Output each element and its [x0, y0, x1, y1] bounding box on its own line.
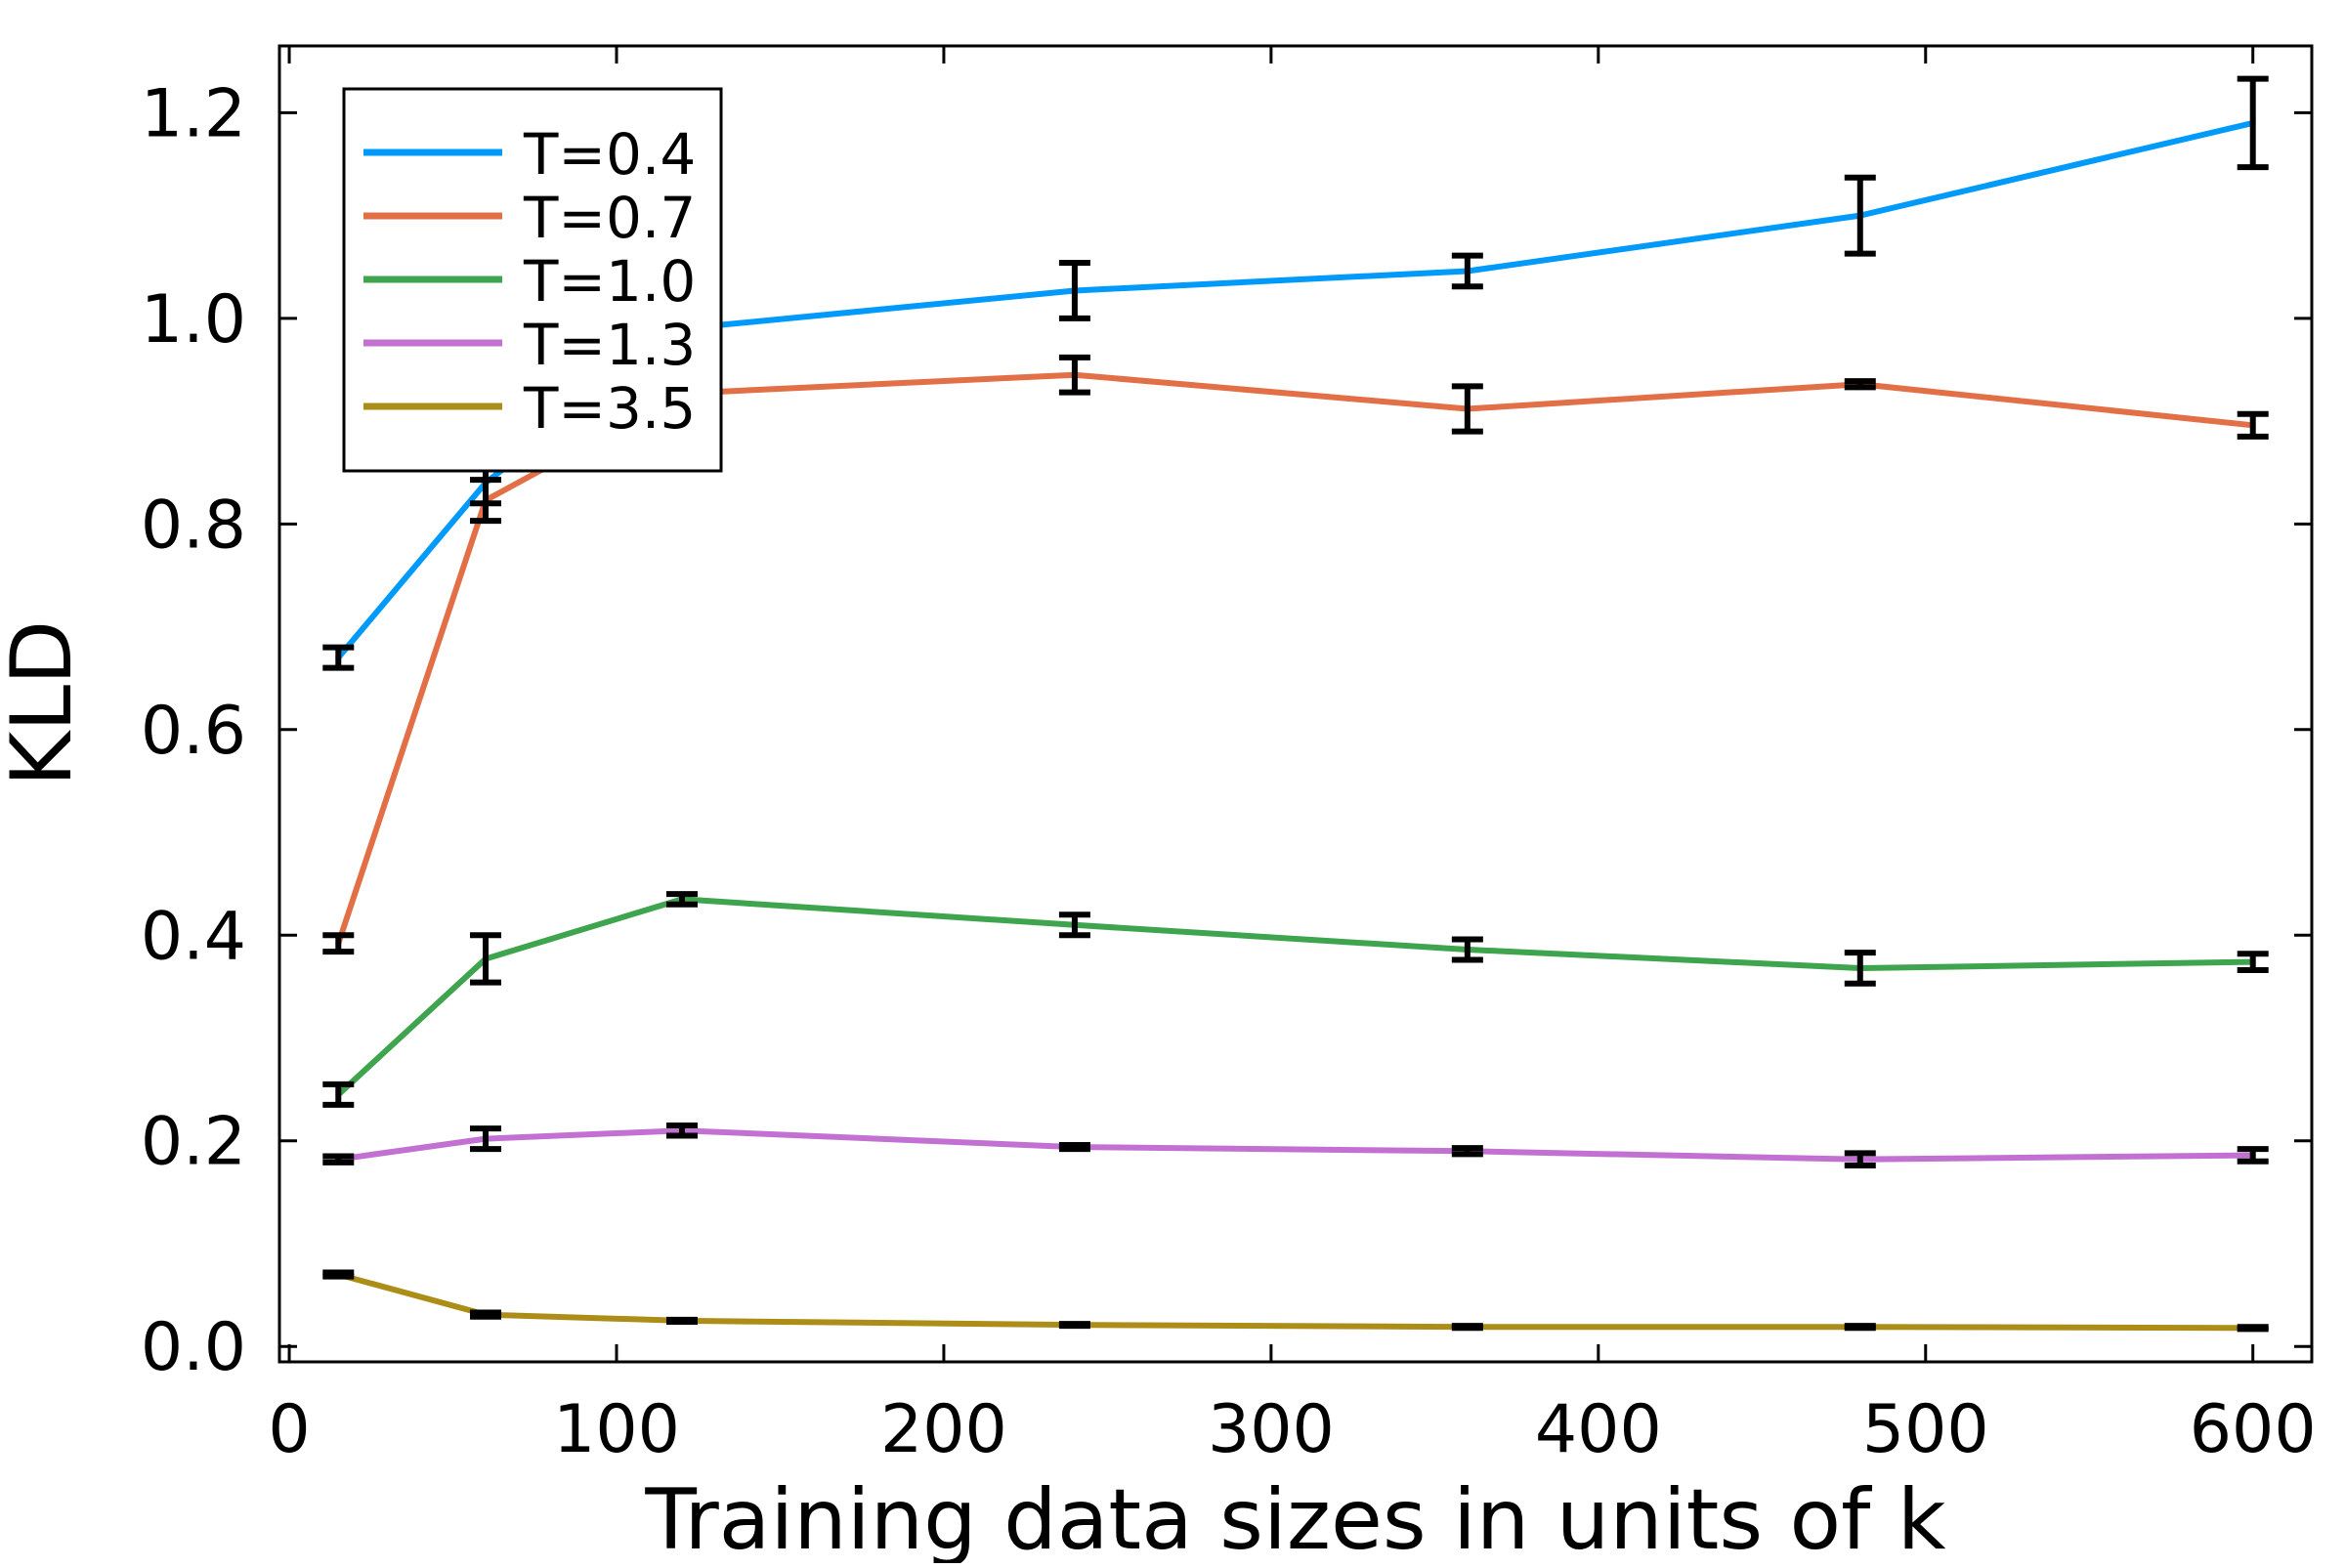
error-bar — [1451, 383, 1483, 435]
legend-label: T=0.4 — [523, 121, 696, 188]
error-bar — [1451, 252, 1483, 290]
error-bar — [1844, 1150, 1876, 1169]
y-tick-label: 0.2 — [141, 1104, 246, 1181]
legend-items: T=0.4T=0.7T=1.0T=1.3T=3.5 — [363, 121, 696, 442]
error-bar — [322, 644, 355, 671]
error-bar — [1844, 1323, 1876, 1332]
error-bar — [1058, 911, 1090, 939]
legend-label: T=3.5 — [523, 375, 696, 442]
error-bar — [665, 1122, 698, 1139]
x-tick-label: 400 — [1535, 1391, 1662, 1468]
x-tick-label: 300 — [1208, 1391, 1335, 1468]
error-bar — [322, 1153, 355, 1165]
x-tick-label: 500 — [1862, 1391, 1989, 1468]
x-tick-label: 600 — [2190, 1391, 2317, 1468]
legend-label: T=0.7 — [523, 185, 696, 251]
error-bar — [470, 1125, 502, 1153]
error-bar — [1844, 950, 1876, 987]
plot-frame — [277, 44, 2314, 1364]
error-bar — [322, 1081, 355, 1108]
legend-label: T=1.0 — [523, 248, 696, 315]
error-bar — [1058, 260, 1090, 321]
ticks-layer: 0 100 200 300 400 500 600 0.0 0.2 0.4 0.6 0.8 1.0 1.2 — [141, 46, 2317, 1468]
y-axis-label: KLD — [0, 620, 91, 787]
x-tick-label: 200 — [880, 1391, 1007, 1468]
legend-label: T=1.3 — [523, 312, 696, 378]
error-bar — [2237, 1324, 2269, 1333]
error-bar — [322, 1269, 355, 1280]
error-bar — [470, 932, 502, 986]
x-axis-label: Training data sizes in units of k — [644, 1471, 1945, 1563]
error-bar — [1844, 174, 1876, 257]
error-bar — [322, 932, 355, 955]
error-bar — [1451, 1145, 1483, 1158]
error-bar — [470, 1309, 502, 1320]
error-bar — [665, 1316, 698, 1325]
error-bar — [1451, 1323, 1483, 1332]
y-tick-label: 1.0 — [141, 281, 246, 359]
error-bar — [2237, 410, 2269, 440]
error-bar — [665, 891, 698, 908]
error-bar — [2237, 1146, 2269, 1165]
x-tick-label: 0 — [268, 1391, 310, 1468]
error-bar — [2237, 951, 2269, 974]
error-bar — [1451, 936, 1483, 963]
y-tick-label: 0.4 — [141, 898, 246, 975]
error-bar — [1058, 354, 1090, 396]
y-tick-label: 0.6 — [141, 693, 246, 770]
x-tick-label: 100 — [553, 1391, 680, 1468]
error-bar — [1844, 378, 1876, 391]
legend: T=0.4T=0.7T=1.0T=1.3T=3.5 — [342, 87, 723, 473]
error-bar — [1058, 1141, 1090, 1153]
error-bar — [470, 477, 502, 525]
error-bar — [1058, 1321, 1090, 1330]
y-tick-label: 0.8 — [141, 487, 246, 564]
y-tick-label: 0.0 — [141, 1309, 246, 1386]
error-bar — [2237, 75, 2269, 171]
y-tick-label: 1.2 — [141, 75, 246, 152]
